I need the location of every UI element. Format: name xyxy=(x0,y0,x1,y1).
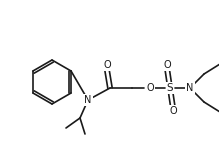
Text: O: O xyxy=(103,60,111,70)
Text: N: N xyxy=(186,83,194,93)
Text: O: O xyxy=(163,60,171,70)
Text: N: N xyxy=(84,95,92,105)
Text: O: O xyxy=(169,106,177,116)
Text: O: O xyxy=(146,83,154,93)
Text: S: S xyxy=(167,83,173,93)
